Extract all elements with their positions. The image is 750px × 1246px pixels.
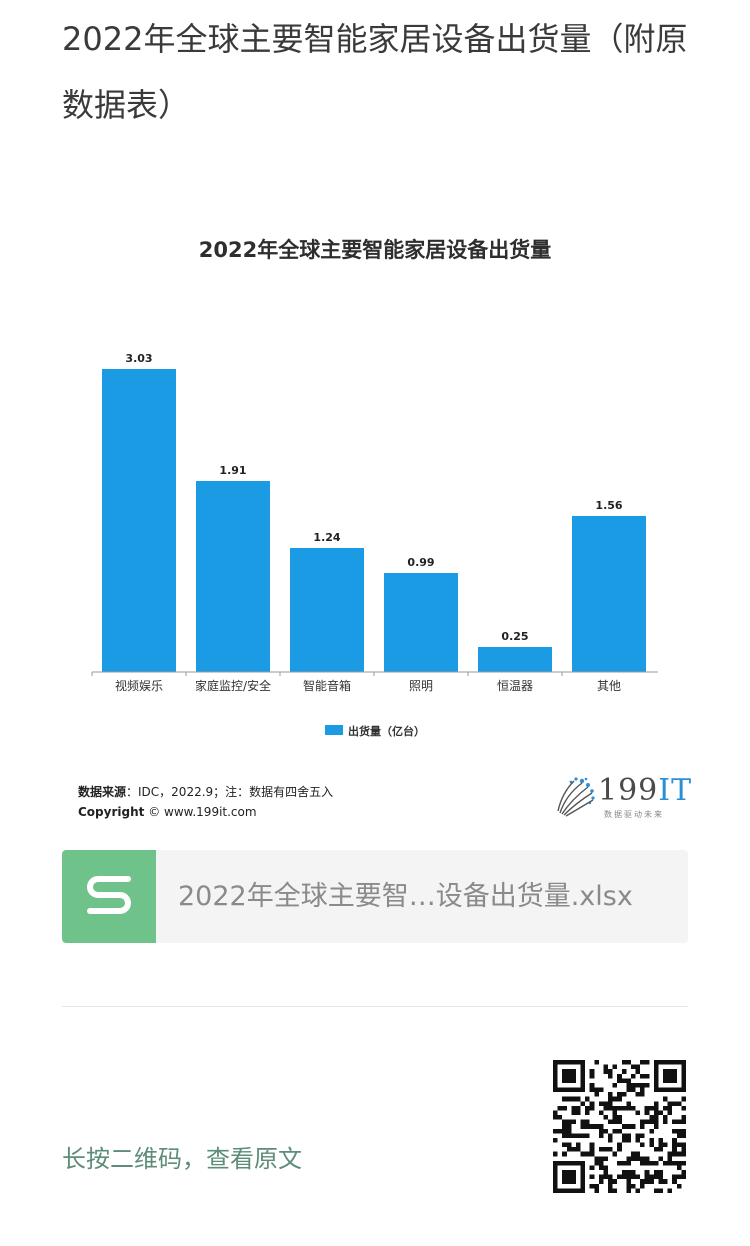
attachment-file-name: 2022年全球主要智…设备出货量.xlsx	[178, 881, 633, 912]
bar-value-label: 3.03	[125, 352, 152, 365]
spreadsheet-s-icon	[62, 850, 156, 943]
bar-value-label: 1.56	[595, 499, 622, 512]
bar-3	[384, 573, 458, 672]
x-tick-label: 家庭监控/安全	[195, 678, 271, 693]
bar-4	[478, 647, 552, 672]
x-tick-label: 其他	[597, 679, 621, 693]
copyright-label: Copyright	[78, 805, 145, 819]
bar-value-label: 0.25	[501, 630, 528, 643]
bar-value-label: 1.24	[313, 531, 340, 544]
attachment-file-card[interactable]: 2022年全球主要智…设备出货量.xlsx	[62, 850, 688, 943]
legend-swatch	[325, 725, 343, 735]
dandelion-logo-icon	[557, 777, 595, 817]
bar-1	[196, 481, 270, 672]
brand-name: 199IT	[598, 773, 693, 808]
bar-5	[572, 516, 646, 672]
bars-group: 3.03 视频娱乐 1.91 家庭监控/安全 1.24 智能音箱 0.99 照明 0.25 恒温器…	[91, 352, 646, 693]
section-divider	[62, 1006, 688, 1007]
bar-2	[290, 548, 364, 672]
qr-hint-text: 长按二维码，查看原文	[62, 1145, 302, 1173]
chart-source: 数据来源：IDC，2022.9；注：数据有四舍五入 Copyright © ww…	[78, 782, 333, 822]
x-tick-label: 恒温器	[497, 679, 533, 693]
x-tick-label: 照明	[409, 679, 433, 693]
x-tick-label: 视频娱乐	[115, 678, 163, 693]
bar-0	[102, 369, 176, 672]
brand-tagline: 数据驱动未来	[604, 810, 664, 819]
article-title: 2022年全球主要智能家居设备出货量（附原数据表）	[62, 20, 688, 124]
bar-chart: 2022年全球主要智能家居设备出货量 3.03 视频娱乐 1.91 家庭监控/安全 1.…	[91, 238, 658, 738]
x-tick-label: 智能音箱	[303, 678, 351, 693]
bar-value-label: 0.99	[407, 556, 434, 569]
legend-label: 出货量（亿台）	[348, 724, 425, 738]
copyright-text: © www.199it.com	[148, 805, 257, 819]
chart-title: 2022年全球主要智能家居设备出货量	[199, 238, 551, 262]
bar-value-label: 1.91	[219, 464, 246, 477]
chart-legend: 出货量（亿台）	[325, 724, 425, 738]
source-label: 数据来源	[78, 785, 127, 799]
source-text: ：IDC，2022.9；注：数据有四舍五入	[126, 785, 334, 799]
qr-code-icon[interactable]	[553, 1060, 686, 1193]
chart-image[interactable]: 2022年全球主要智能家居设备出货量 3.03 视频娱乐 1.91 家庭监控/安全 1.…	[62, 215, 691, 840]
brand-logo: 199IT 数据驱动未来	[552, 773, 691, 823]
